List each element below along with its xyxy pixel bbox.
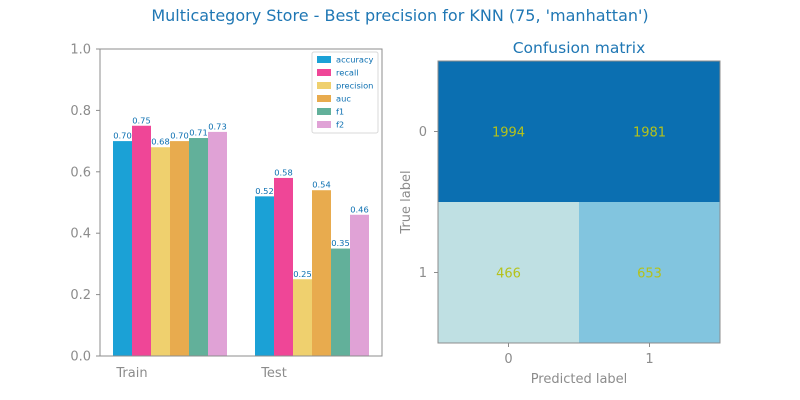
y-tick-label: 0.4 bbox=[70, 227, 91, 242]
bar-value-label: 0.71 bbox=[189, 128, 207, 138]
bar-value-label: 0.35 bbox=[331, 238, 349, 248]
bar-value-label: 0.70 bbox=[113, 131, 131, 141]
bar-recall-test bbox=[274, 177, 293, 356]
confusion-matrix-frame bbox=[437, 60, 721, 344]
legend-label-accuracy: accuracy bbox=[336, 55, 374, 65]
confusion-y-tick-label: 0 bbox=[419, 125, 427, 140]
bar-plot-frame bbox=[99, 48, 383, 357]
bar-auc-train bbox=[170, 141, 189, 356]
legend-swatch-f1 bbox=[317, 108, 331, 115]
confusion-cell-0-0 bbox=[438, 61, 579, 202]
confusion-cell-value: 653 bbox=[637, 267, 662, 282]
confusion-matrix-chart: Confusion matrix 1994 1981 466 653 0 1 0 1 Pre… bbox=[399, 39, 721, 387]
y-tick-label: 1.0 bbox=[70, 43, 91, 58]
confusion-y-tick-label: 1 bbox=[419, 266, 427, 281]
bar-value-label: 0.73 bbox=[208, 121, 226, 131]
bar-value-label: 0.68 bbox=[151, 137, 169, 147]
legend-label-f2: f2 bbox=[336, 120, 344, 130]
bar-value-label: 0.58 bbox=[274, 167, 292, 177]
bar-accuracy-train bbox=[113, 141, 132, 356]
legend-swatch-auc bbox=[317, 95, 331, 102]
bar-recall-train bbox=[132, 125, 151, 356]
confusion-matrix-y-axis-label: True label bbox=[399, 170, 414, 234]
legend-label-auc: auc bbox=[336, 94, 351, 104]
bar-value-label: 0.70 bbox=[170, 131, 188, 141]
bar-accuracy-test bbox=[255, 196, 274, 356]
confusion-cell-value: 1994 bbox=[492, 126, 525, 141]
confusion-x-tick-label: 0 bbox=[504, 352, 512, 367]
bar-value-label: 0.54 bbox=[312, 180, 330, 190]
y-tick-label: 0.6 bbox=[70, 165, 91, 180]
legend-swatch-f2 bbox=[317, 121, 331, 128]
y-tick-label: 0.2 bbox=[70, 288, 91, 303]
confusion-x-tick-label: 1 bbox=[645, 352, 653, 367]
confusion-cell-1-0 bbox=[438, 202, 579, 343]
bar-value-label: 0.75 bbox=[132, 115, 150, 125]
legend-label-precision: precision bbox=[336, 81, 373, 91]
confusion-cell-0-1 bbox=[579, 61, 720, 202]
bar-f2-train bbox=[208, 131, 227, 356]
confusion-cell-value: 1981 bbox=[633, 126, 666, 141]
confusion-matrix-cells: 1994 1981 466 653 bbox=[438, 61, 720, 343]
confusion-matrix-title: Confusion matrix bbox=[513, 39, 646, 57]
legend-label-recall: recall bbox=[336, 68, 359, 78]
bar-value-labels: 0.70 0.52 0.75 0.58 0.68 0.25 0.70 0.54 0.71 0.35… bbox=[113, 115, 368, 279]
legend-swatch-precision bbox=[317, 82, 331, 89]
bar-series-group bbox=[113, 125, 369, 356]
bar-legend: accuracy recall precision auc f1 f2 bbox=[311, 51, 379, 134]
bar-f1-train bbox=[189, 138, 208, 356]
bar-precision-test bbox=[293, 279, 312, 356]
y-tick-label: 0.8 bbox=[70, 104, 91, 119]
bar-chart: 0.70 0.52 0.75 0.58 0.68 0.25 0.70 0.54 0.71 0.35… bbox=[70, 43, 383, 381]
confusion-matrix-x-axis-label: Predicted label bbox=[531, 372, 628, 387]
bar-precision-train bbox=[151, 147, 170, 356]
bar-f2-test bbox=[350, 214, 369, 356]
figure-title: Multicategory Store - Best precision for… bbox=[151, 6, 648, 25]
bar-value-label: 0.46 bbox=[350, 204, 368, 214]
confusion-cell-1-1 bbox=[579, 202, 720, 343]
bar-value-label: 0.25 bbox=[293, 269, 311, 279]
legend-label-f1: f1 bbox=[336, 107, 344, 117]
legend-swatch-recall bbox=[317, 69, 331, 76]
confusion-matrix-axes: 0 1 0 1 bbox=[419, 60, 721, 367]
bar-auc-test bbox=[312, 190, 331, 356]
legend-swatch-accuracy bbox=[317, 56, 331, 63]
bar-axes: 0.0 0.2 0.4 0.6 0.8 1.0 Train Test bbox=[70, 43, 383, 381]
x-tick-label: Train bbox=[115, 366, 147, 381]
x-tick-label: Test bbox=[260, 366, 287, 381]
confusion-cell-value: 466 bbox=[496, 267, 521, 282]
bar-f1-test bbox=[331, 248, 350, 356]
bar-value-label: 0.52 bbox=[255, 186, 273, 196]
y-tick-label: 0.0 bbox=[70, 350, 91, 365]
